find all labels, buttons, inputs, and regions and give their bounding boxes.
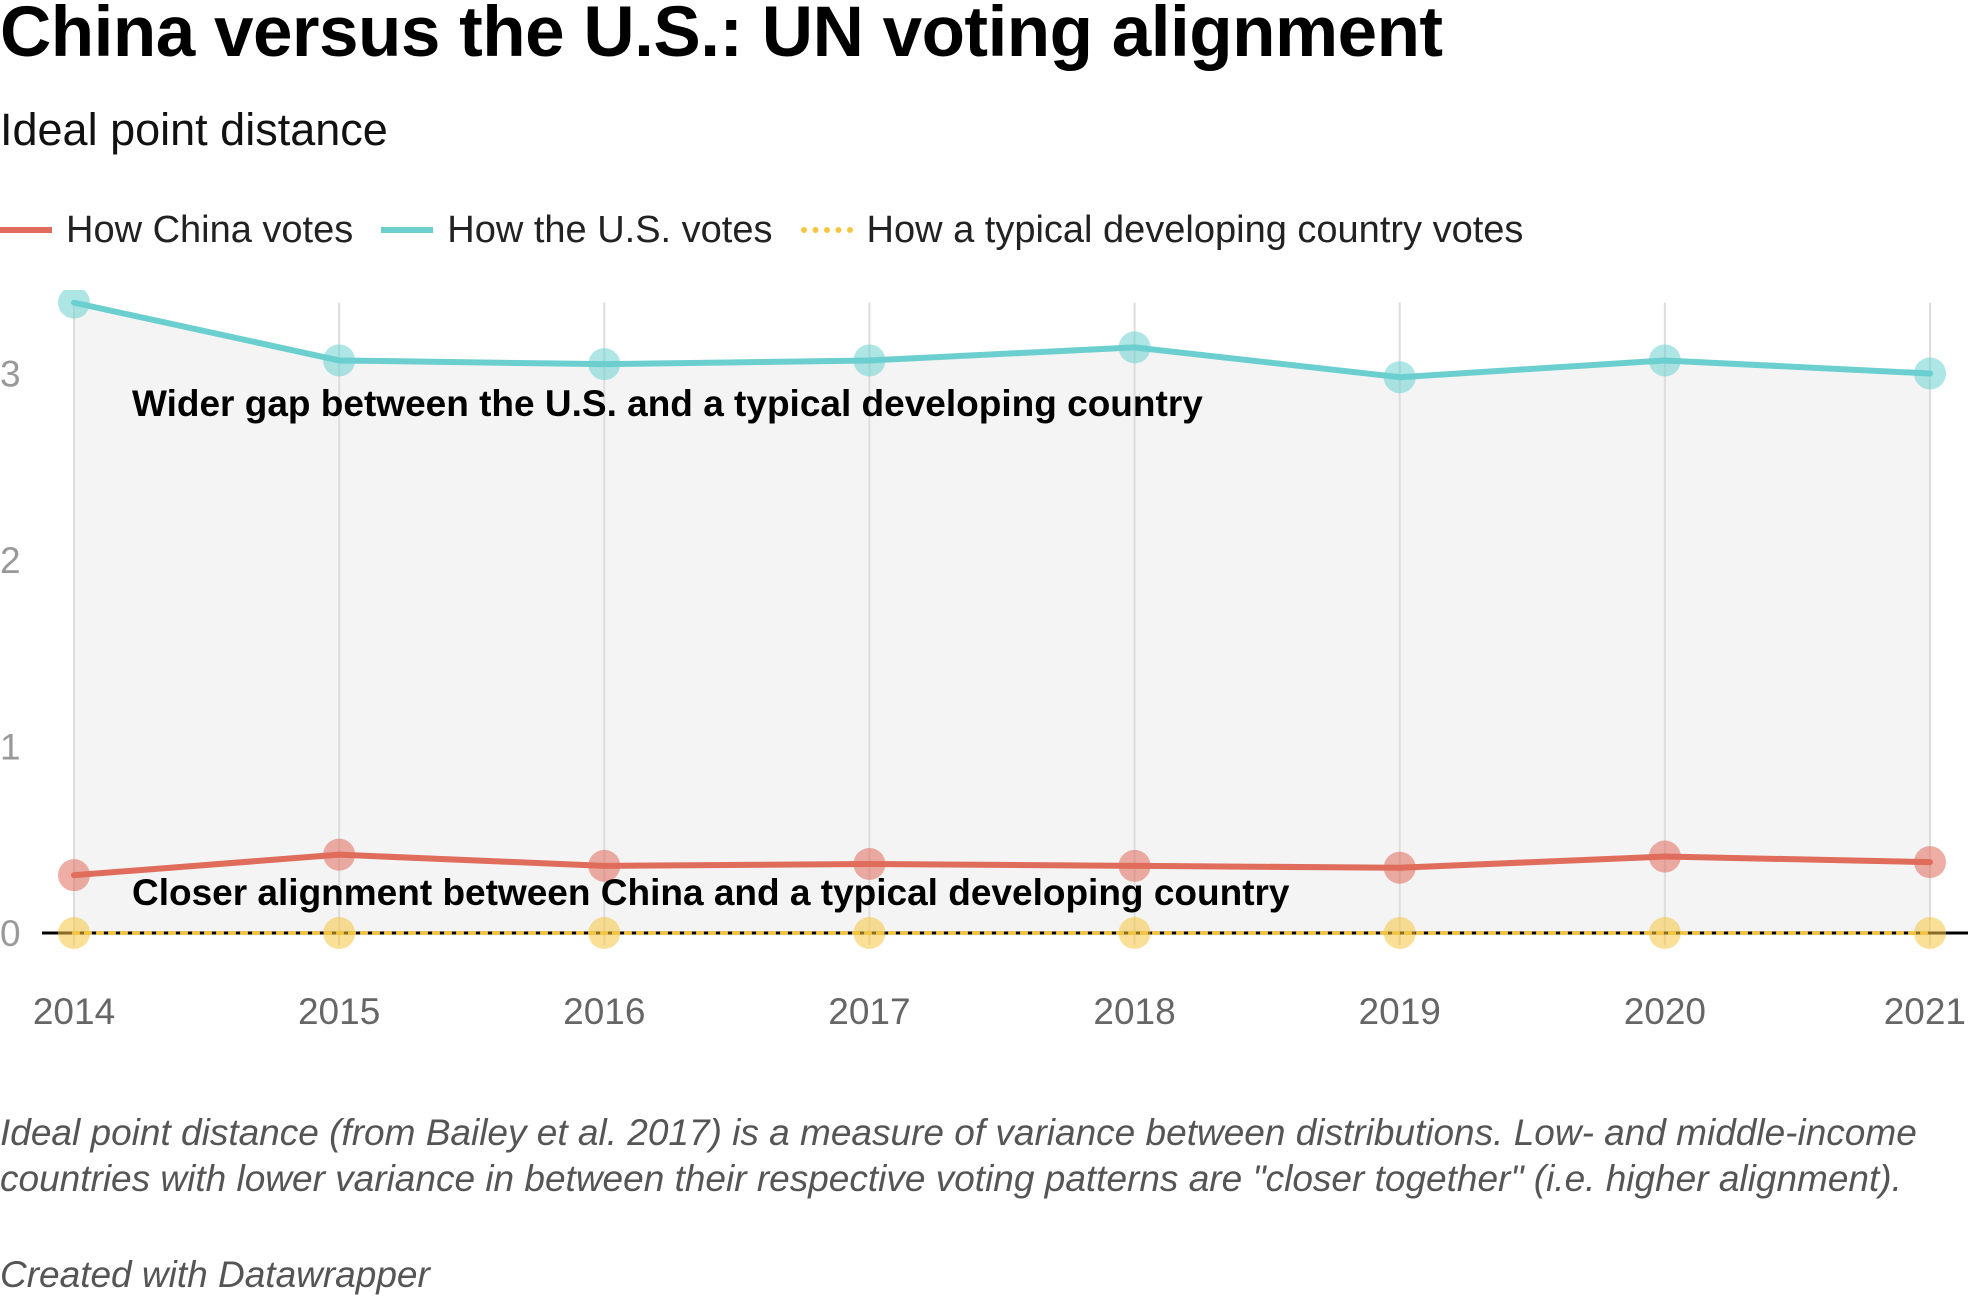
annotation-wider-gap: Wider gap between the U.S. and a typical…: [132, 383, 1203, 424]
chart-title: China versus the U.S.: UN voting alignme…: [0, 0, 1443, 72]
x-tick-label-2014: 2014: [33, 991, 115, 1032]
x-tick-label-2020: 2020: [1624, 991, 1706, 1032]
x-tick-label-2021: 2021: [1884, 991, 1966, 1032]
y-tick-label-0: 0: [0, 913, 21, 954]
legend-item-china: How China votes: [0, 209, 353, 252]
x-tick-label-2015: 2015: [298, 991, 380, 1032]
annotation-closer-alignment: Closer alignment between China and a typ…: [132, 872, 1290, 913]
footnote: Ideal point distance (from Bailey et al.…: [0, 1112, 1917, 1199]
chart-subtitle: Ideal point distance: [0, 104, 388, 155]
line-chart: 0 1 2 3 2014 2015 2016 2017 2018 2019 2020 2021 Wide…: [0, 290, 1968, 1032]
x-tick-label-2017: 2017: [828, 991, 910, 1032]
legend-label-china: How China votes: [66, 208, 354, 251]
source-credit: Created with Datawrapper: [0, 1254, 430, 1295]
y-tick-label-3: 3: [0, 354, 21, 395]
series-line-us: [71, 299, 1933, 381]
legend-item-developing: How a typical developing country votes: [800, 208, 1524, 252]
point-developing-2020: [1648, 917, 1681, 949]
series-line-china: [71, 851, 1933, 879]
legend-label-us: How the U.S. votes: [447, 208, 773, 251]
gap-shaded-area: [74, 302, 1930, 933]
legend-swatch-developing: [800, 227, 853, 233]
y-tick-label-2: 2: [0, 540, 21, 581]
x-tick-label-2016: 2016: [563, 991, 645, 1032]
chart-legend: How China votes How the U.S. votes How a…: [0, 205, 1551, 255]
legend-swatch-us: [381, 227, 434, 233]
point-developing-2021: [1914, 917, 1946, 949]
x-tick-label-2019: 2019: [1359, 991, 1441, 1032]
legend-item-us: How the U.S. votes: [381, 208, 773, 252]
y-tick-label-1: 1: [0, 727, 21, 768]
x-tick-label-2018: 2018: [1093, 991, 1175, 1032]
legend-label-developing: How a typical developing country votes: [866, 208, 1524, 251]
legend-swatch-china: [0, 227, 52, 233]
